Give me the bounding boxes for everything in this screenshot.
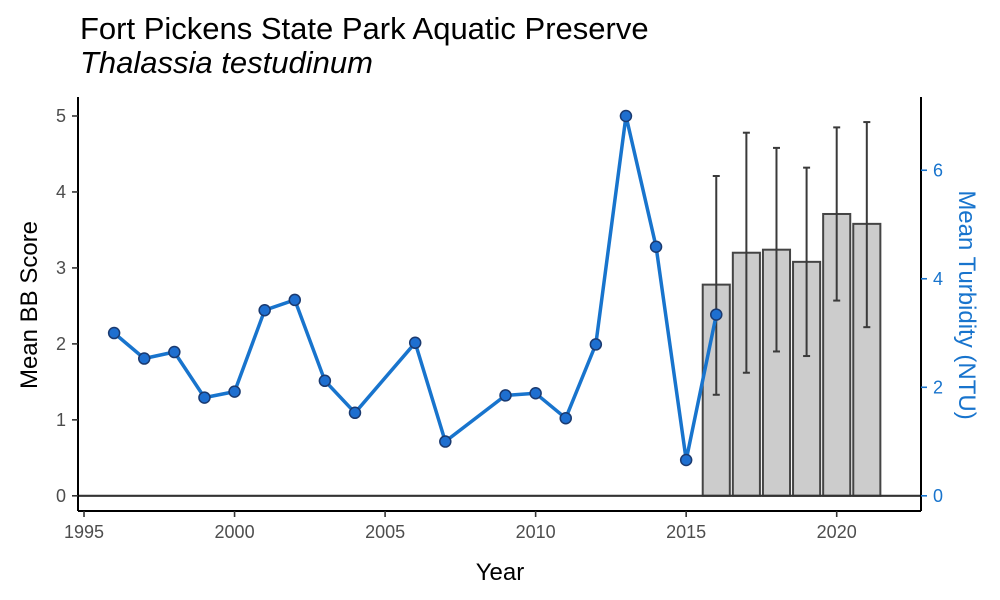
turbidity-point-1998 bbox=[168, 345, 181, 359]
turbidity-line bbox=[112, 114, 719, 462]
turbidity-point-1999 bbox=[198, 391, 211, 404]
x-axis-title: Year bbox=[476, 559, 525, 586]
turbidity-point-2000 bbox=[228, 385, 241, 398]
ticks-layer: 1995 2000 2005 2010 2015 2020 0 1 2 3 4 5 0 2 4 6 bbox=[56, 106, 943, 542]
turbidity-point-2012 bbox=[589, 338, 603, 351]
chart-subtitle: Thalassia testudinum bbox=[80, 45, 373, 80]
turbidity-point-2011 bbox=[559, 411, 572, 425]
y2-axis-title: Mean Turbidity (NTU) bbox=[953, 190, 980, 419]
turbidity-point-2004 bbox=[348, 406, 362, 420]
turbidity-point-2015 bbox=[679, 453, 693, 467]
turbidity-point-2009 bbox=[499, 389, 512, 402]
bars-layer bbox=[701, 212, 882, 497]
turbidity-point-2006 bbox=[408, 336, 422, 350]
y2-tick-label-4: 4 bbox=[933, 269, 943, 289]
y-axis-title: Mean BB Score bbox=[16, 221, 43, 389]
errorbars-layer bbox=[712, 121, 871, 396]
x-tick-label-2010: 2010 bbox=[516, 522, 556, 542]
y-tick-label-2: 2 bbox=[56, 334, 66, 354]
x-tick-label-1995: 1995 bbox=[64, 522, 104, 542]
x-tick-label-2015: 2015 bbox=[666, 522, 706, 542]
turbidity-point-2001 bbox=[258, 303, 271, 317]
y2-tick-label-2: 2 bbox=[933, 377, 943, 397]
turbidity-point-2013 bbox=[619, 109, 633, 123]
turbidity-point-2003 bbox=[318, 374, 332, 388]
turbidity-point-1996 bbox=[107, 326, 121, 340]
axes-layer bbox=[77, 97, 922, 512]
y-tick-label-4: 4 bbox=[56, 182, 66, 202]
points-layer bbox=[107, 109, 723, 467]
turbidity-point-2002 bbox=[288, 293, 302, 307]
plot-area bbox=[78, 109, 921, 497]
y-tick-label-5: 5 bbox=[56, 106, 66, 126]
y2-tick-label-6: 6 bbox=[933, 160, 943, 180]
x-tick-label-2000: 2000 bbox=[215, 522, 255, 542]
y2-tick-label-0: 0 bbox=[933, 486, 943, 506]
turbidity-point-2010 bbox=[529, 387, 542, 400]
x-tick-label-2020: 2020 bbox=[817, 522, 857, 542]
turbidity-point-2016 bbox=[710, 308, 723, 321]
x-tick-label-2005: 2005 bbox=[365, 522, 405, 542]
line-layer bbox=[112, 114, 719, 462]
bar-2019 bbox=[792, 260, 822, 497]
y-tick-label-0: 0 bbox=[56, 486, 66, 506]
chart-title: Fort Pickens State Park Aquatic Preserve bbox=[80, 11, 649, 46]
turbidity-point-1997 bbox=[137, 352, 151, 365]
y-tick-label-3: 3 bbox=[56, 258, 66, 278]
y-tick-label-1: 1 bbox=[56, 410, 66, 430]
turbidity-point-2014 bbox=[649, 240, 663, 254]
turbidity-point-2007 bbox=[439, 435, 452, 448]
